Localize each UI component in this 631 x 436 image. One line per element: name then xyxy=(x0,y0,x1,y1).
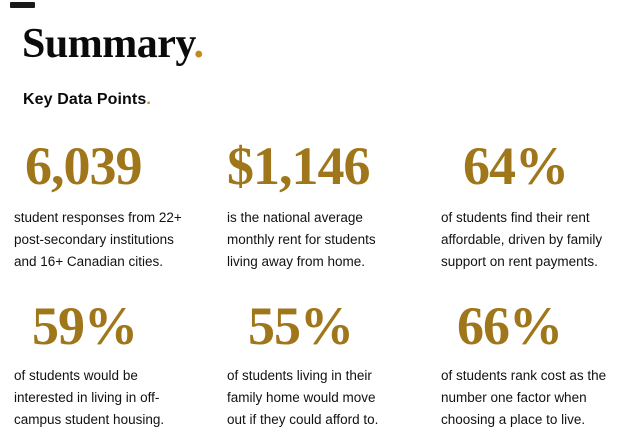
page-title-text: Summary xyxy=(22,21,194,67)
corner-edge-mark xyxy=(10,2,35,8)
stat-card: 66% of students rank cost as the number … xyxy=(441,295,631,431)
stat-description: of students living in their family home … xyxy=(227,368,379,427)
stat-description: of students would be interested in livin… xyxy=(14,368,165,427)
page-title-period-accent: . xyxy=(193,21,205,67)
stat-card: $1,146 is the national average monthly r… xyxy=(227,135,441,273)
stat-description: of students find their rent affordable, … xyxy=(441,210,603,269)
stat-card: 55% of students living in their family h… xyxy=(227,295,441,431)
stat-value: 55% xyxy=(248,296,354,356)
stat-description: student responses from 22+ post-secondar… xyxy=(14,210,182,269)
stat-card: 6,039 student responses from 22+ post-se… xyxy=(14,135,227,273)
stat-value: 66% xyxy=(457,296,563,356)
section-heading-period-accent: . xyxy=(146,91,151,108)
page-title: Summary. xyxy=(22,20,631,68)
stat-value: 64% xyxy=(463,136,569,196)
stat-value: 6,039 xyxy=(25,136,143,196)
stats-grid: 6,039 student responses from 22+ post-se… xyxy=(0,135,631,431)
stat-value: $1,146 xyxy=(227,136,371,196)
stat-description: of students rank cost as the number one … xyxy=(441,368,607,427)
stat-card: 59% of students would be interested in l… xyxy=(14,295,227,431)
stat-description: is the national average monthly rent for… xyxy=(227,210,376,269)
stat-card: 64% of students find their rent affordab… xyxy=(441,135,631,273)
stat-value: 59% xyxy=(32,296,138,356)
section-heading: Key Data Points. xyxy=(23,91,631,109)
section-heading-text: Key Data Points xyxy=(23,91,147,108)
